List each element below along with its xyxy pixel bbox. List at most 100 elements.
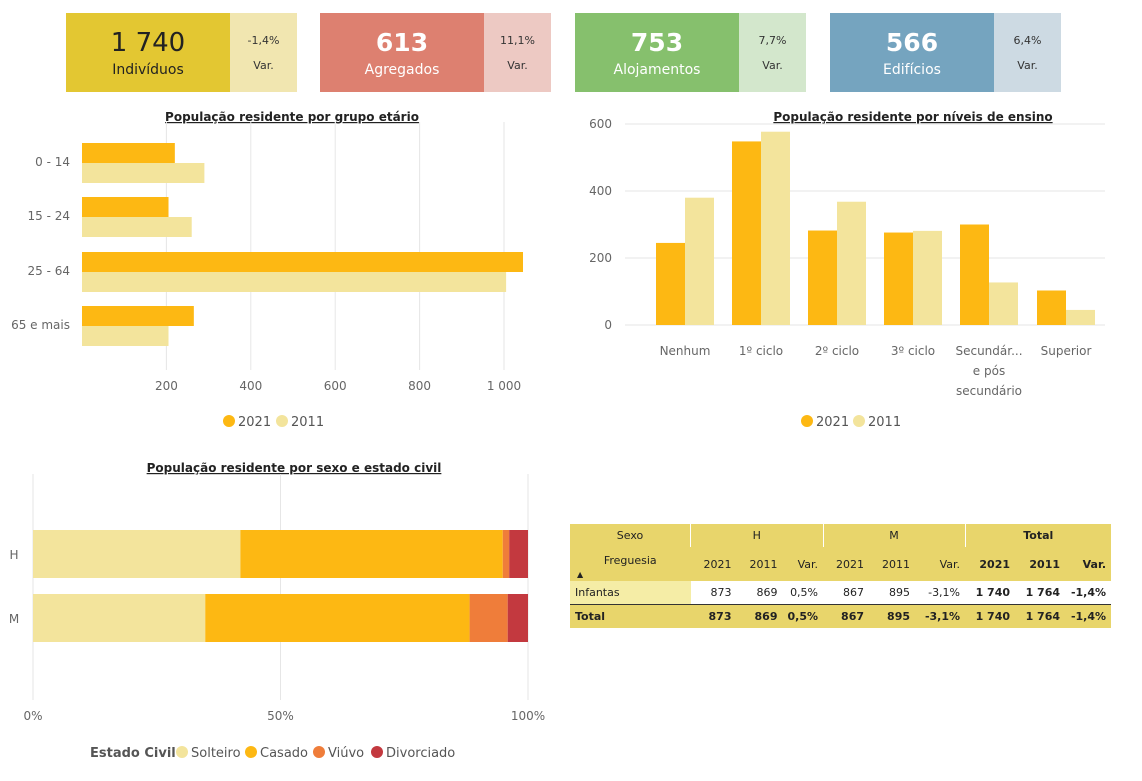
cell: 1 764 [1015,604,1066,628]
x-tick-label: 600 [324,379,347,393]
row-label: Infantas [570,581,691,605]
legend-1-swatch [245,746,257,758]
legend-2-label: Viúvo [328,746,364,761]
bar-casado [240,530,503,578]
bar-2011 [82,163,205,183]
header-year: 2021 [823,547,870,581]
legend-title: Estado Civil [90,746,176,761]
bar-2011 [837,201,866,325]
cell: 873 [710,586,732,599]
kpi-agregados: 613 Agregados 11,1% Var. [320,13,551,92]
legend-3-label: Divorciado [386,746,455,761]
legend-2011-swatch [276,415,288,427]
y-tick-label: H [9,548,18,562]
x-tick-label: 1 000 [487,379,521,393]
bar-2021 [808,230,837,325]
kpi-value: 613 [375,27,429,57]
x-tick-label: 400 [239,379,262,393]
chart-education-levels: População residente por níveis de ensino… [589,110,1105,430]
x-tick-label: 100% [511,709,545,723]
legend-0-swatch [176,746,188,758]
kpi-label: Alojamentos [613,61,701,78]
cell: -1,4% [1070,586,1107,599]
bar-2011 [913,230,942,325]
y-tick-label: 600 [589,117,612,131]
bar-2011 [1066,309,1095,325]
legend-2021-label: 2021 [238,415,271,430]
x-tick-label: 2º ciclo [815,344,859,358]
kpi-value: 566 [885,27,939,57]
kpi-var-value: 7,7% [758,33,787,47]
bar-solteiro [33,530,241,578]
bar-2011 [82,272,507,292]
bar-2021 [82,306,194,326]
kpi-main: 1 740 Indivíduos [66,13,230,92]
cell: 0,5% [782,604,824,628]
cell: -3,1% [928,586,961,599]
bar-2021 [656,242,685,325]
bar-viúvo [469,594,508,642]
kpi-var-label: Var. [253,58,274,72]
bar-2011 [82,217,192,237]
bar-2011 [82,326,169,346]
x-tick-label: 50% [267,709,294,723]
chart-title: População residente por sexo e estado ci… [147,461,442,475]
bar-2021 [82,252,523,272]
cell: -1,4% [1065,604,1112,628]
y-tick-label: 0 [604,318,612,332]
matrix-table: Sexo H M Total Freguesia ▲ 2021 2011 Var… [570,524,1112,628]
x-tick-label: Superior [1041,344,1092,358]
legend-2011-label: 2011 [291,415,324,430]
matrix-header-years: Freguesia ▲ 2021 2011 Var. 2021 2011 Var… [570,547,1112,581]
cell: 1 764 [1025,586,1061,599]
cell: 0,5% [790,586,819,599]
row-label: Total [570,604,691,628]
bar-2021 [82,143,175,163]
x-tick-label: 1º ciclo [739,344,783,358]
header-year: 2011 [1015,547,1066,581]
kpi-individuos: 1 740 Indivíduos -1,4% Var. [66,13,297,92]
kpi-label: Agregados [364,61,440,78]
x-tick-label: 0% [23,709,42,723]
kpi-var: 11,1% Var. [484,13,551,92]
cell: 869 [756,586,778,599]
bar-2011 [989,282,1018,325]
y-tick-label: 15 - 24 [28,209,71,223]
bar-2011 [761,131,790,325]
header-var: Var. [915,547,966,581]
kpi-var-value: 6,4% [1013,33,1042,47]
bar-divorciado [509,530,528,578]
header-m: M [822,524,966,547]
header-year: 2021 [690,547,737,581]
legend-2011-label: 2011 [868,415,901,430]
table-row: Infantas 873 869 0,5% 867 895 -3,1% 1 74… [570,581,1111,605]
freguesia-label: Freguesia [603,553,657,567]
cell: 1 740 [975,586,1011,599]
header-var: Var. [782,547,824,581]
kpi-main: 566 Edifícios [830,13,994,92]
chart-age-groups: População residente por grupo etário 200 4… [11,110,523,430]
x-tick-label: 800 [408,379,431,393]
bar-viúvo [502,530,510,578]
kpi-var-label: Var. [1017,58,1038,72]
cell: 867 [823,604,870,628]
kpi-var-value: -1,4% [247,33,280,47]
kpi-main: 613 Agregados [320,13,484,92]
x-tick-label: 200 [155,379,178,393]
header-freguesia[interactable]: Freguesia ▲ [570,547,691,581]
header-h: H [690,524,824,547]
kpi-alojamentos: 753 Alojamentos 7,7% Var. [575,13,806,92]
x-tick-label: Secundár... e pós secundário [955,344,1022,398]
kpi-var-value: 11,1% [500,33,535,47]
y-tick-label: 25 - 64 [28,264,71,278]
bar-2021 [960,224,989,325]
kpi-value: 753 [630,27,684,57]
header-total: Total [964,524,1112,547]
kpi-main: 753 Alojamentos [575,13,739,92]
cell: 869 [736,604,783,628]
kpi-label: Edifícios [883,61,941,78]
bar-2021 [82,197,169,217]
legend-2021-swatch [223,415,235,427]
sort-ascending-icon[interactable]: ▲ [577,570,584,579]
cell: 867 [843,586,865,599]
